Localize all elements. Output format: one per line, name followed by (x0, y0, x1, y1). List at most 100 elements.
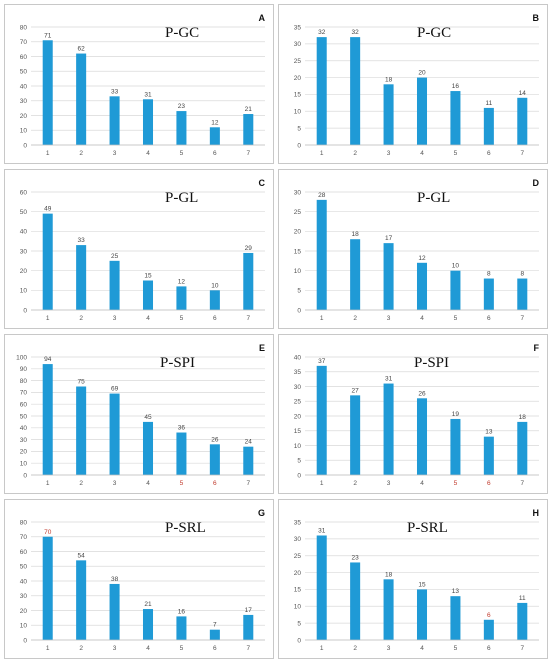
chart-panel-d: P-GL D 0 5 10 15 20 25 30 28 1 18 2 17 3 12 4 10 5 8 6 8 7 (278, 169, 548, 329)
y-tick-label: 5 (297, 458, 301, 465)
panel-letter: C (258, 178, 266, 188)
y-tick-label: 5 (297, 125, 301, 132)
y-tick-label: 5 (297, 620, 301, 627)
x-tick-label: 4 (146, 480, 150, 487)
x-tick-label: 2 (353, 315, 357, 322)
y-tick-label: 30 (294, 41, 302, 48)
bar (42, 536, 53, 640)
y-tick-label: 0 (23, 637, 27, 644)
x-tick-label: 4 (146, 315, 150, 322)
data-label: 38 (111, 576, 119, 583)
y-tick-label: 15 (294, 587, 302, 594)
x-tick-label: 3 (113, 315, 117, 322)
y-tick-label: 80 (20, 519, 28, 526)
y-tick-label: 20 (20, 268, 28, 275)
y-tick-label: 25 (294, 553, 302, 560)
y-tick-label: 35 (294, 519, 302, 526)
y-tick-label: 40 (20, 425, 28, 432)
y-tick-label: 10 (294, 604, 302, 611)
data-label: 15 (418, 581, 426, 588)
x-tick-label: 7 (520, 480, 524, 487)
data-label: 94 (44, 356, 52, 363)
x-tick-label: 6 (487, 315, 491, 322)
x-tick-label: 3 (387, 150, 391, 157)
y-tick-label: 60 (20, 189, 28, 196)
bar (350, 395, 361, 475)
data-label: 45 (144, 414, 152, 421)
y-tick-label: 0 (297, 142, 301, 149)
y-tick-label: 80 (20, 24, 28, 31)
data-label: 32 (352, 29, 360, 36)
bar (350, 37, 361, 145)
x-tick-label: 7 (246, 150, 250, 157)
panel-letter: E (258, 343, 265, 353)
bar (316, 37, 327, 145)
panel-title: P-SRL (165, 520, 206, 536)
x-tick-label: 7 (246, 645, 250, 652)
y-tick-label: 30 (20, 593, 28, 600)
bar (209, 444, 220, 475)
y-tick-label: 35 (294, 369, 302, 376)
bar (517, 421, 528, 475)
data-label: 54 (78, 552, 86, 559)
bar (483, 107, 494, 145)
data-label: 21 (245, 106, 253, 113)
bar-chart-c: 0 10 20 30 40 50 60 49 1 33 2 25 3 15 4 12 5 10 6 29 7 (20, 189, 265, 322)
y-tick-label: 30 (20, 98, 28, 105)
y-tick-label: 50 (20, 69, 28, 76)
x-tick-label: 1 (320, 645, 324, 652)
panel-title: P-SRL (407, 520, 448, 536)
bar (243, 114, 254, 145)
panel-title: P-GL (417, 190, 451, 206)
bar (517, 602, 528, 640)
y-tick-label: 30 (20, 437, 28, 444)
x-tick-label: 2 (79, 480, 83, 487)
y-tick-label: 70 (20, 534, 28, 541)
y-tick-label: 50 (20, 564, 28, 571)
bar (209, 127, 220, 145)
bar (483, 436, 494, 475)
data-label: 6 (487, 612, 491, 619)
bar-chart-h: 0 5 10 15 20 25 30 35 31 1 23 2 18 3 15 4 13 5 6 6 11 7 (294, 519, 539, 652)
y-tick-label: 70 (20, 390, 28, 397)
x-tick-label: 5 (180, 480, 184, 487)
y-tick-label: 40 (20, 578, 28, 585)
x-tick-label: 1 (46, 315, 50, 322)
x-tick-label: 6 (213, 645, 217, 652)
x-tick-label: 6 (487, 150, 491, 157)
x-tick-label: 7 (520, 645, 524, 652)
bar (109, 583, 120, 640)
bar (76, 386, 87, 475)
data-label: 31 (385, 376, 393, 383)
x-tick-label: 5 (454, 150, 458, 157)
bar (109, 96, 120, 145)
x-tick-label: 4 (420, 645, 424, 652)
y-tick-label: 5 (297, 288, 301, 295)
bar-chart-d: 0 5 10 15 20 25 30 28 1 18 2 17 3 12 4 10 5 8 6 8 7 (294, 189, 539, 322)
data-label: 49 (44, 206, 52, 213)
bar (243, 446, 254, 475)
panel-letter: A (258, 13, 266, 23)
x-tick-label: 2 (353, 480, 357, 487)
bar (209, 290, 220, 310)
bar-chart-g: 0 10 20 30 40 50 60 70 80 70 1 54 2 38 3 21 4 16 5 7 6 17 7 (20, 519, 265, 652)
y-tick-label: 30 (294, 189, 302, 196)
data-label: 33 (78, 237, 86, 244)
x-tick-label: 4 (420, 480, 424, 487)
x-tick-label: 3 (113, 150, 117, 157)
data-label: 8 (520, 271, 524, 278)
data-label: 75 (78, 379, 86, 386)
data-label: 12 (211, 119, 219, 126)
y-tick-label: 60 (20, 549, 28, 556)
y-tick-label: 70 (20, 39, 28, 46)
panel-title: P-GC (417, 25, 452, 41)
data-label: 26 (418, 390, 426, 397)
data-label: 16 (178, 608, 186, 615)
bar (42, 364, 53, 475)
x-tick-label: 2 (353, 645, 357, 652)
data-label: 12 (418, 255, 426, 262)
data-label: 71 (44, 32, 52, 39)
x-tick-label: 6 (213, 315, 217, 322)
y-tick-label: 15 (294, 428, 302, 435)
